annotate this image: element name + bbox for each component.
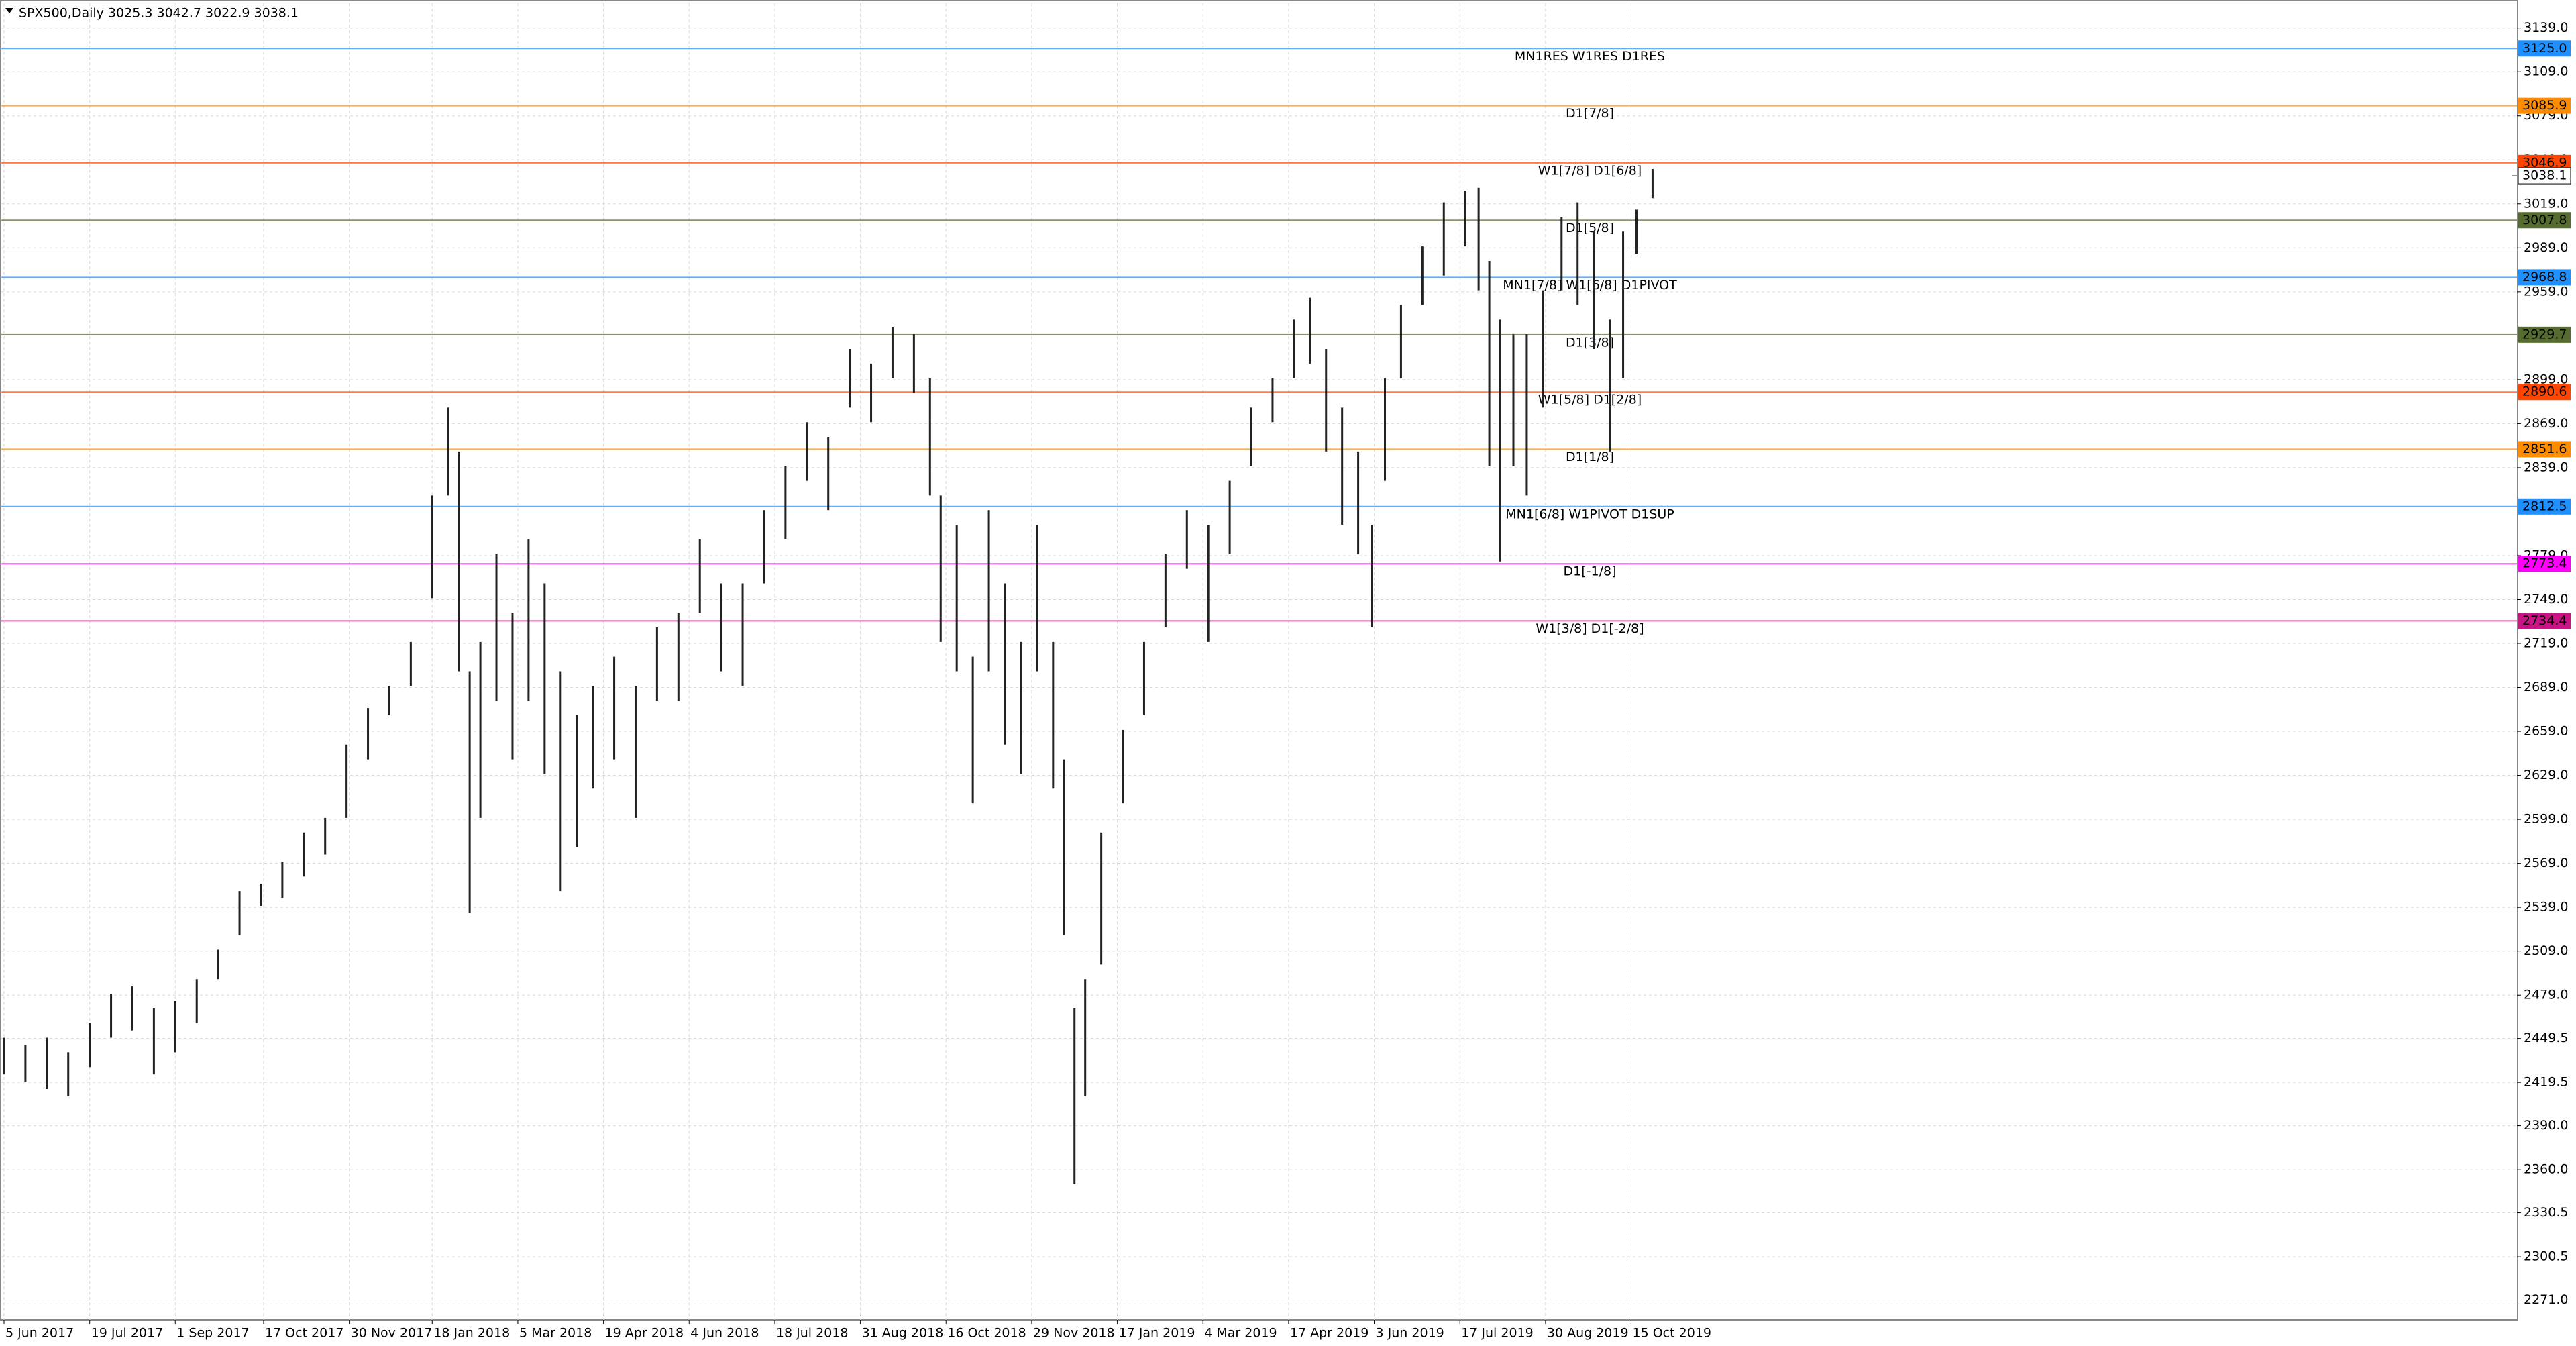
x-tick-label: 18 Jul 2018 bbox=[776, 1326, 849, 1341]
level-label: W1[3/8] D1[-2/8] bbox=[1536, 621, 1644, 636]
level-label: D1[3/8] bbox=[1566, 335, 1614, 350]
level-label: D1[5/8] bbox=[1566, 221, 1614, 236]
price-tag bbox=[2518, 269, 2571, 286]
level-label: W1[5/8] D1[2/8] bbox=[1538, 393, 1642, 407]
price-tag-label: 2812.5 bbox=[2522, 499, 2567, 513]
price-tag bbox=[2518, 40, 2571, 57]
y-tick-label: 3019.0 bbox=[2524, 196, 2568, 211]
x-tick-label: 19 Jul 2017 bbox=[91, 1326, 164, 1341]
price-tag-label: 2773.4 bbox=[2522, 556, 2567, 571]
price-tag-label: 3125.0 bbox=[2522, 41, 2567, 56]
y-tick-label: 2419.5 bbox=[2524, 1075, 2568, 1090]
price-tag bbox=[2518, 212, 2571, 229]
plot-frame bbox=[0, 0, 2518, 1321]
y-tick-label: 2271.0 bbox=[2524, 1292, 2568, 1307]
level-label: W1[7/8] D1[6/8] bbox=[1538, 163, 1642, 178]
price-tag bbox=[2518, 498, 2571, 515]
price-tag-label: 3046.9 bbox=[2522, 155, 2567, 170]
x-tick-label: 5 Mar 2018 bbox=[519, 1326, 592, 1341]
price-tag bbox=[2518, 384, 2571, 401]
y-tick-label: 2659.0 bbox=[2524, 724, 2568, 739]
price-tag-label: 3085.9 bbox=[2522, 98, 2567, 113]
price-tag bbox=[2518, 613, 2571, 629]
y-tick-label: 2569.0 bbox=[2524, 856, 2568, 870]
y-tick-label: 2989.0 bbox=[2524, 240, 2568, 255]
y-tick-label: 2330.5 bbox=[2524, 1205, 2568, 1220]
price-tag bbox=[2518, 556, 2571, 572]
level-label: MN1[6/8] W1PIVOT D1SUP bbox=[1505, 507, 1674, 521]
price-tag-label: 2851.6 bbox=[2522, 442, 2567, 456]
x-tick-label: 1 Sep 2017 bbox=[176, 1326, 249, 1341]
y-tick-label: 2539.0 bbox=[2524, 900, 2568, 915]
price-tag-label: 2968.8 bbox=[2522, 270, 2567, 284]
y-tick-label: 2509.0 bbox=[2524, 943, 2568, 958]
y-tick-label: 2959.0 bbox=[2524, 284, 2568, 299]
x-tick-label: 19 Apr 2018 bbox=[605, 1326, 684, 1341]
level-label: D1[1/8] bbox=[1566, 450, 1614, 464]
y-tick-label: 2689.0 bbox=[2524, 680, 2568, 694]
y-tick-label: 2869.0 bbox=[2524, 416, 2568, 431]
price-tag-label: 3007.8 bbox=[2522, 213, 2567, 227]
x-tick-label: 5 Jun 2017 bbox=[5, 1326, 74, 1341]
last-price-tag bbox=[2518, 167, 2571, 185]
last-price-label: 3038.1 bbox=[2522, 168, 2567, 183]
level-label: MN1RES W1RES D1RES bbox=[1515, 49, 1665, 64]
x-tick-label: 16 Oct 2018 bbox=[947, 1326, 1026, 1341]
y-tick-label: 3109.0 bbox=[2524, 64, 2568, 79]
x-tick-label: 30 Nov 2017 bbox=[351, 1326, 433, 1341]
y-tick-label: 2749.0 bbox=[2524, 592, 2568, 607]
x-tick-label: 4 Mar 2019 bbox=[1204, 1326, 1277, 1341]
chart-title: SPX500,Daily 3025.3 3042.7 3022.9 3038.1 bbox=[19, 6, 299, 21]
price-tag bbox=[2518, 97, 2571, 114]
x-tick-label: 4 Jun 2018 bbox=[690, 1326, 759, 1341]
x-tick-label: 15 Oct 2019 bbox=[1633, 1326, 1711, 1341]
y-tick-label: 2300.5 bbox=[2524, 1249, 2568, 1264]
price-tag-label: 2890.6 bbox=[2522, 384, 2567, 399]
price-tag bbox=[2518, 441, 2571, 458]
level-label: D1[-1/8] bbox=[1564, 564, 1617, 579]
y-tick-label: 2479.0 bbox=[2524, 988, 2568, 1002]
y-tick-label: 3139.0 bbox=[2524, 20, 2568, 35]
y-tick-label: 2360.0 bbox=[2524, 1162, 2568, 1177]
x-tick-label: 29 Nov 2018 bbox=[1033, 1326, 1115, 1341]
x-tick-label: 17 Oct 2017 bbox=[265, 1326, 343, 1341]
x-tick-label: 30 Aug 2019 bbox=[1547, 1326, 1629, 1341]
x-tick-label: 31 Aug 2018 bbox=[862, 1326, 944, 1341]
x-tick-label: 18 Jan 2018 bbox=[433, 1326, 510, 1341]
y-tick-label: 2839.0 bbox=[2524, 460, 2568, 474]
level-label: D1[7/8] bbox=[1566, 106, 1614, 121]
x-tick-label: 3 Jun 2019 bbox=[1376, 1326, 1444, 1341]
x-tick-label: 17 Jan 2019 bbox=[1119, 1326, 1195, 1341]
price-tag-label: 2929.7 bbox=[2522, 327, 2567, 342]
price-tag bbox=[2518, 326, 2571, 343]
x-tick-label: 17 Jul 2019 bbox=[1461, 1326, 1534, 1341]
y-tick-label: 2390.0 bbox=[2524, 1118, 2568, 1133]
price-tag-label: 2734.4 bbox=[2522, 613, 2567, 628]
title-arrow bbox=[5, 8, 13, 13]
y-tick-label: 2629.0 bbox=[2524, 768, 2568, 782]
y-tick-label: 2899.0 bbox=[2524, 372, 2568, 386]
y-tick-label: 2449.5 bbox=[2524, 1031, 2568, 1045]
x-tick-label: 17 Apr 2019 bbox=[1290, 1326, 1368, 1341]
y-tick-label: 2719.0 bbox=[2524, 636, 2568, 651]
level-label: MN1[7/8] W1[6/8] D1PIVOT bbox=[1503, 278, 1677, 293]
y-tick-label: 2599.0 bbox=[2524, 812, 2568, 827]
